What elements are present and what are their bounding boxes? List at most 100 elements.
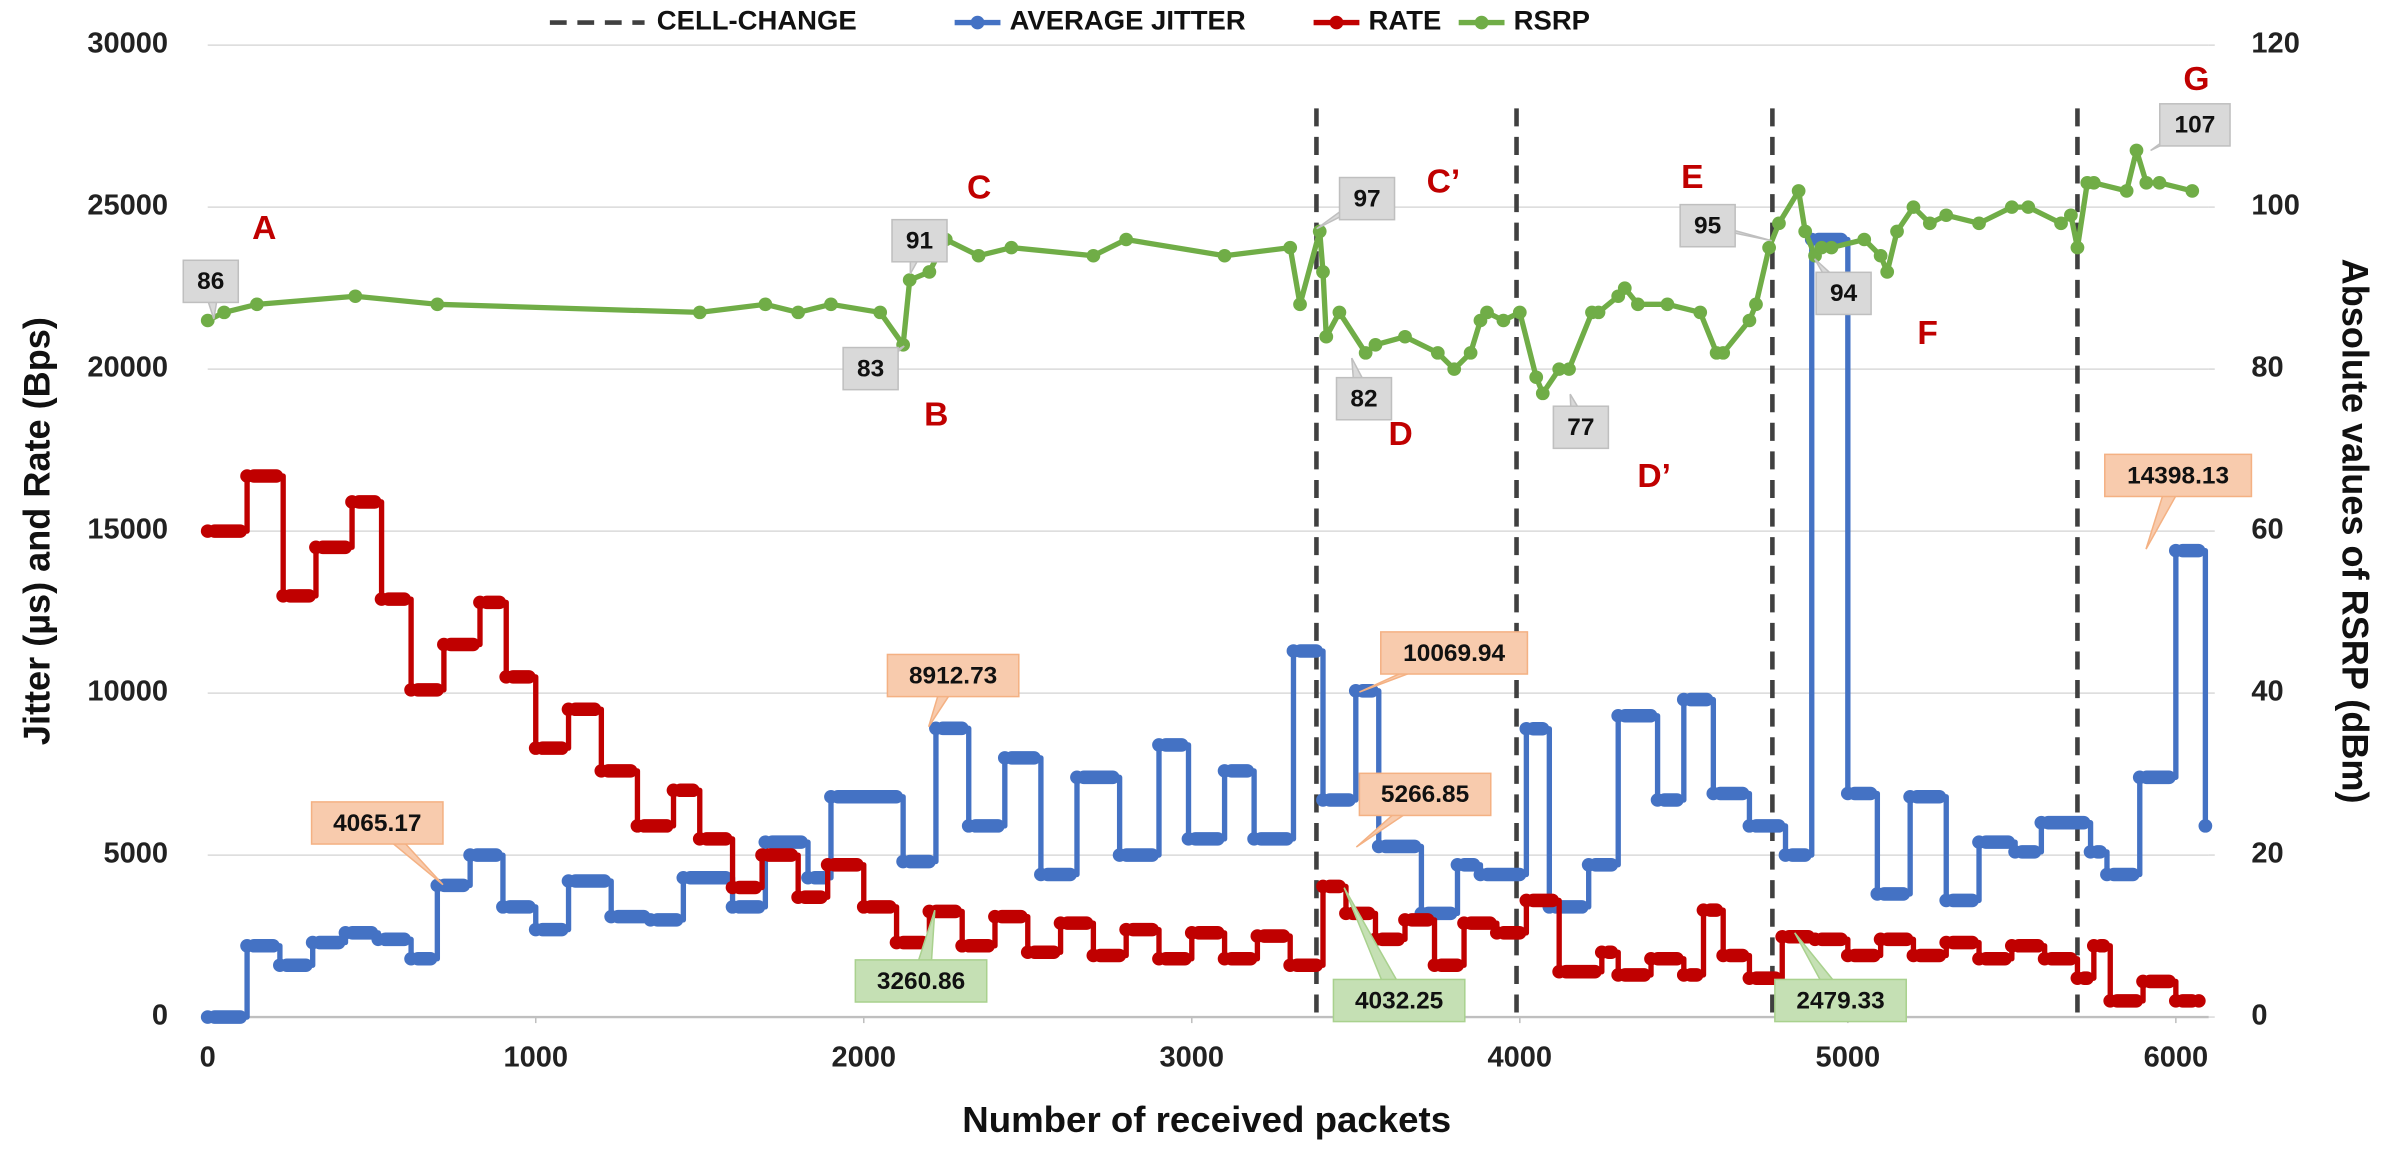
- region-letter: B: [924, 397, 948, 434]
- data-point: [2185, 184, 2200, 198]
- y-tick-label: 20000: [87, 352, 168, 384]
- step-markers: [1703, 903, 1724, 917]
- series-line: [206, 147, 2193, 397]
- step-markers: [1847, 786, 1878, 801]
- step-markers: [1979, 835, 2016, 849]
- callout-box: [1380, 631, 1529, 675]
- callout-box: [1552, 405, 1610, 450]
- data-point: [1906, 200, 1921, 214]
- step-markers: [1457, 858, 1481, 872]
- y2-tick-label: 0: [2251, 1000, 2267, 1032]
- step-markers: [411, 683, 444, 697]
- x-tick-label: 3000: [1160, 1042, 1225, 1074]
- step-markers: [2175, 543, 2206, 558]
- step-markers: [345, 926, 379, 940]
- step-markers: [1040, 867, 1077, 882]
- step-markers: [2110, 994, 2144, 1008]
- callout-box: [886, 653, 1020, 698]
- x-tick-label: 6000: [2144, 1042, 2209, 1074]
- callout-label: 94: [1830, 280, 1858, 307]
- x-tick-label: 0: [200, 1042, 216, 1074]
- step-markers: [1290, 958, 1323, 972]
- step-markers: [247, 469, 284, 483]
- step-markers: [2093, 939, 2111, 953]
- step-markers: [1618, 968, 1652, 982]
- step-markers: [568, 874, 612, 888]
- data-point: [2070, 240, 2085, 255]
- callout-box: [1332, 978, 1466, 1023]
- y-tick-label: 30000: [87, 28, 168, 60]
- step-markers: [1877, 887, 1911, 901]
- data-point: [2119, 184, 2134, 198]
- data-point: [2152, 176, 2167, 190]
- step-markers: [315, 540, 353, 555]
- legend-swatch: [1329, 15, 1344, 30]
- data-point: [824, 297, 838, 312]
- callout-box: [1815, 271, 1872, 316]
- data-point: [1529, 370, 1544, 384]
- data-point: [1430, 346, 1445, 360]
- callout-label: 83: [857, 356, 884, 383]
- callout-label: 107: [2175, 112, 2216, 139]
- y2-tick-label: 120: [2251, 28, 2299, 60]
- callout-box: [842, 346, 899, 391]
- step-markers: [1224, 951, 1258, 966]
- step-markers: [699, 832, 733, 846]
- step-markers: [502, 900, 536, 914]
- data-point: [791, 305, 806, 320]
- data-point: [2021, 200, 2036, 214]
- step-markers: [827, 858, 864, 872]
- data-point: [1890, 224, 1904, 239]
- step-markers: [1480, 867, 1527, 882]
- step-markers: [1378, 839, 1422, 854]
- data-point: [1562, 362, 1576, 376]
- step-markers: [437, 878, 471, 893]
- step-markers: [863, 900, 897, 914]
- step-markers: [1913, 948, 1947, 963]
- callout-label: 77: [1567, 414, 1594, 441]
- region-letter: C: [967, 170, 991, 207]
- step-markers: [762, 848, 799, 862]
- data-point: [250, 297, 264, 312]
- step-markers: [1027, 945, 1061, 960]
- data-point: [1358, 346, 1373, 360]
- step-markers: [1257, 929, 1291, 943]
- step-markers: [1815, 932, 1848, 947]
- data-point: [1857, 232, 1872, 247]
- data-point: [2054, 216, 2068, 231]
- callout-label: 4065.17: [333, 810, 421, 837]
- region-letter: A: [252, 210, 276, 247]
- data-point: [1283, 240, 1298, 255]
- data-point: [1535, 386, 1550, 401]
- data-point: [1463, 346, 1478, 360]
- step-markers: [1405, 913, 1435, 927]
- y2-tick-label: 80: [2251, 352, 2283, 384]
- callout-box: [182, 259, 240, 304]
- x-tick-label: 4000: [1488, 1042, 1553, 1074]
- data-point: [2004, 200, 2019, 214]
- step-markers: [207, 1010, 248, 1024]
- data-point: [1552, 362, 1567, 376]
- step-markers: [1785, 848, 1812, 862]
- step-markers: [2143, 974, 2176, 989]
- step-markers: [470, 848, 503, 862]
- step-markers: [1076, 770, 1120, 785]
- data-point: [1591, 305, 1606, 320]
- step-markers: [207, 524, 248, 538]
- y-axis-title: Jitter (µs) and Rate (Bps): [16, 317, 57, 745]
- step-markers: [2077, 971, 2094, 985]
- data-point: [1617, 281, 1632, 295]
- callout-box: [1338, 176, 1396, 221]
- callout-label: 14398.13: [2127, 462, 2229, 489]
- callout-box: [2104, 453, 2253, 498]
- data-point: [1742, 313, 1757, 328]
- region-letter: G: [2183, 61, 2209, 98]
- step-markers: [1683, 968, 1704, 982]
- data-point: [1631, 297, 1645, 312]
- step-markers: [611, 909, 651, 924]
- step-markers: [1657, 793, 1684, 807]
- data-point: [1368, 338, 1383, 352]
- step-markers: [732, 900, 766, 914]
- step-markers: [1910, 789, 1947, 804]
